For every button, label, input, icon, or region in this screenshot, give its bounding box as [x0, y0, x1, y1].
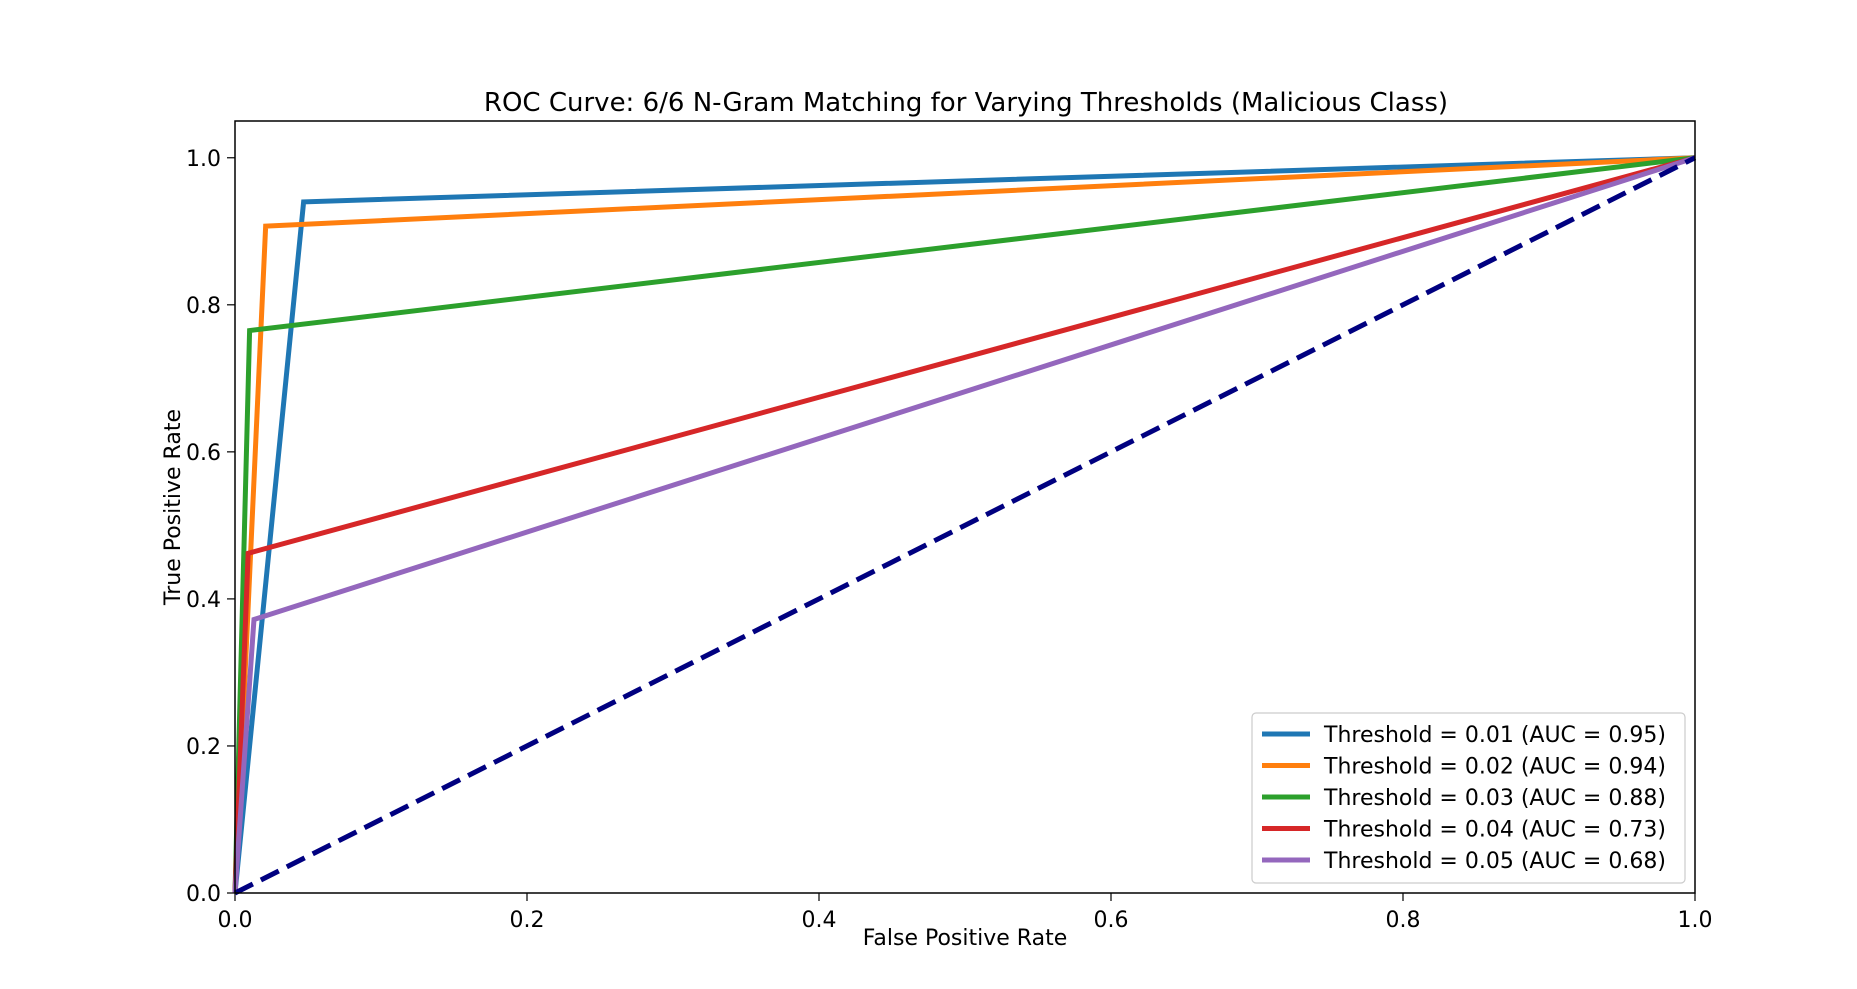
y-axis: 0.0 0.2 0.4 0.6 0.8 1.0: [186, 147, 235, 907]
x-tick-label: 0.8: [1386, 908, 1421, 933]
x-tick-label: 0.0: [218, 908, 253, 933]
x-axis: 0.0 0.2 0.4 0.6 0.8 1.0: [218, 893, 1713, 933]
y-axis-label: True Positive Rate: [161, 409, 186, 606]
plot-lines: [232, 155, 1697, 896]
legend-box: [1251, 712, 1686, 884]
y-tick-label: 0.8: [186, 294, 221, 319]
y-tick-label: 0.2: [186, 735, 221, 760]
reference-diagonal-line: [233, 155, 1697, 896]
legend-entry-3: Threshold = 0.03 (AUC = 0.88): [1323, 786, 1666, 811]
legend: Threshold = 0.01 (AUC = 0.95) Threshold =…: [1251, 712, 1686, 884]
x-axis-label: False Positive Rate: [863, 926, 1067, 951]
series-line-5: [232, 155, 1696, 894]
y-tick-label: 0.4: [186, 588, 221, 613]
legend-entry-5: Threshold = 0.05 (AUC = 0.68): [1323, 849, 1666, 874]
series-line-4: [232, 155, 1696, 894]
y-tick-label: 1.0: [186, 147, 221, 172]
y-tick-label: 0.6: [186, 441, 221, 466]
series-line-1: [232, 155, 1696, 894]
x-tick-label: 0.6: [1094, 908, 1129, 933]
x-tick-label: 1.0: [1678, 908, 1713, 933]
x-tick-label: 0.2: [510, 908, 545, 933]
legend-entry-4: Threshold = 0.04 (AUC = 0.73): [1323, 818, 1666, 843]
plot-frame: [234, 120, 1696, 894]
chart-title: ROC Curve: 6/6 N-Gram Matching for Varyi…: [484, 88, 1448, 118]
x-tick-label: 0.4: [802, 908, 837, 933]
y-tick-label: 0.0: [186, 882, 221, 907]
legend-entry-1: Threshold = 0.01 (AUC = 0.95): [1323, 723, 1666, 748]
legend-entry-2: Threshold = 0.02 (AUC = 0.94): [1323, 755, 1666, 780]
